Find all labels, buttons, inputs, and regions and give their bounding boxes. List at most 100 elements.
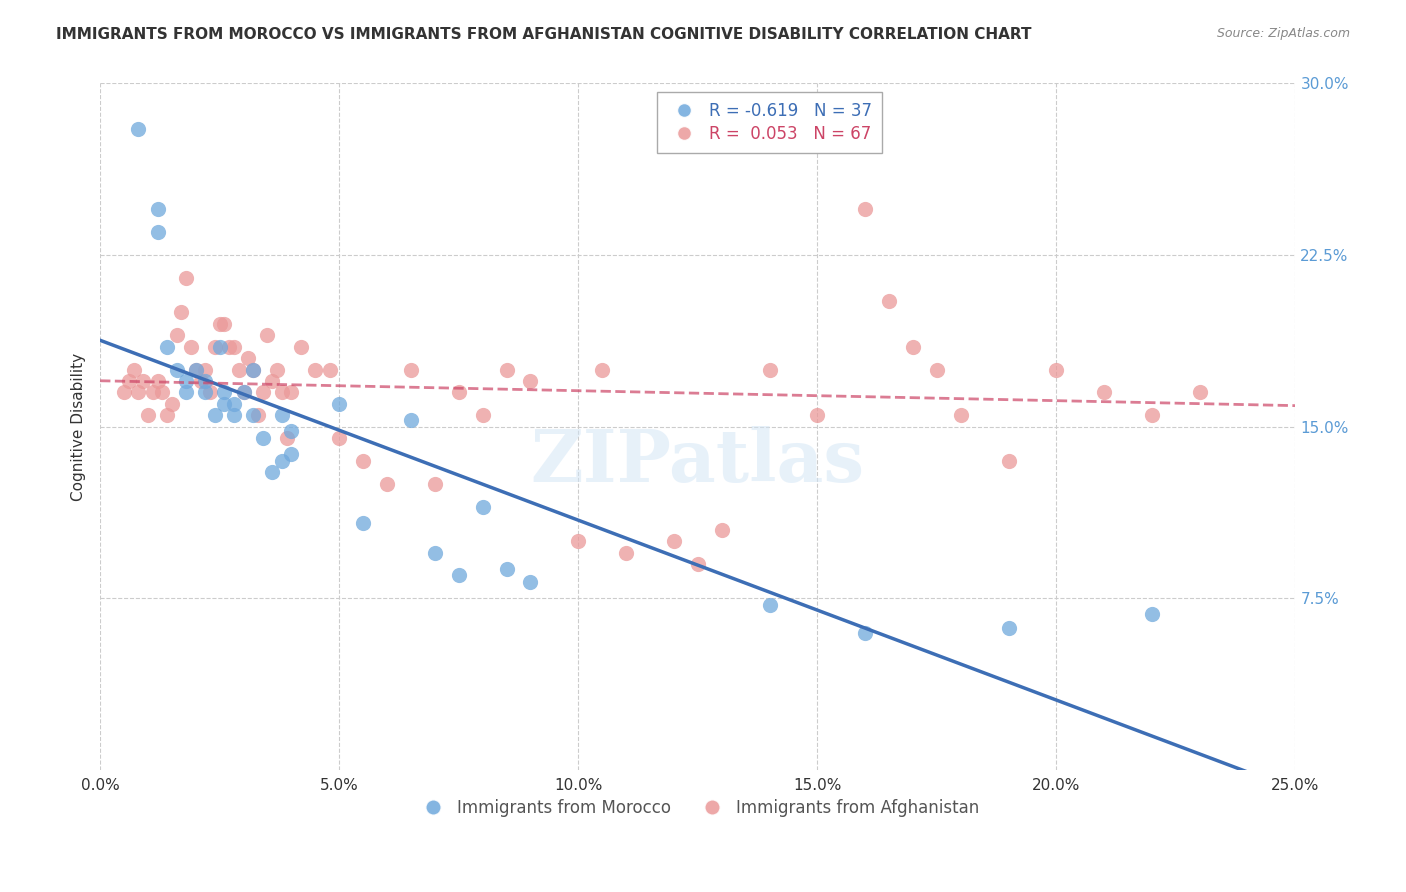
Point [222, 340, 245, 354]
Point [194, 374, 217, 388]
Point [242, 362, 264, 376]
Point [447, 568, 470, 582]
Text: ZIPatlas: ZIPatlas [530, 425, 865, 497]
Point [997, 621, 1019, 635]
Point [328, 397, 350, 411]
Point [184, 362, 207, 376]
Point [146, 225, 169, 239]
Point [132, 374, 155, 388]
Point [252, 431, 274, 445]
Point [949, 409, 972, 423]
Point [232, 385, 254, 400]
Legend: Immigrants from Morocco, Immigrants from Afghanistan: Immigrants from Morocco, Immigrants from… [411, 792, 986, 823]
Point [877, 293, 900, 308]
Point [166, 328, 188, 343]
Point [614, 545, 637, 559]
Point [591, 362, 613, 376]
Point [112, 385, 135, 400]
Point [127, 122, 149, 136]
Point [204, 340, 226, 354]
Point [146, 374, 169, 388]
Point [352, 516, 374, 530]
Point [180, 340, 202, 354]
Point [246, 409, 269, 423]
Point [270, 385, 292, 400]
Point [214, 385, 236, 400]
Point [262, 466, 284, 480]
Point [280, 425, 302, 439]
Point [156, 409, 179, 423]
Point [290, 340, 312, 354]
Point [399, 413, 422, 427]
Point [262, 374, 284, 388]
Point [252, 385, 274, 400]
Point [150, 385, 173, 400]
Point [423, 545, 446, 559]
Point [567, 534, 589, 549]
Point [318, 362, 340, 376]
Point [758, 599, 780, 613]
Point [710, 523, 733, 537]
Point [328, 431, 350, 445]
Point [423, 477, 446, 491]
Point [495, 561, 517, 575]
Y-axis label: Cognitive Disability: Cognitive Disability [72, 352, 86, 500]
Point [270, 454, 292, 468]
Point [853, 202, 876, 217]
Point [853, 625, 876, 640]
Point [925, 362, 948, 376]
Point [830, 134, 852, 148]
Point [270, 409, 292, 423]
Point [127, 385, 149, 400]
Point [662, 534, 685, 549]
Point [118, 374, 141, 388]
Point [122, 362, 145, 376]
Point [214, 397, 236, 411]
Point [194, 362, 217, 376]
Point [304, 362, 326, 376]
Point [208, 340, 231, 354]
Point [166, 362, 188, 376]
Point [204, 409, 226, 423]
Point [280, 385, 302, 400]
Point [375, 477, 398, 491]
Point [1140, 607, 1163, 622]
Point [218, 340, 240, 354]
Point [1045, 362, 1067, 376]
Point [519, 374, 541, 388]
Point [136, 409, 159, 423]
Point [901, 340, 924, 354]
Point [1140, 409, 1163, 423]
Point [266, 362, 288, 376]
Point [1092, 385, 1115, 400]
Point [276, 431, 298, 445]
Point [399, 362, 422, 376]
Point [280, 447, 302, 461]
Point [758, 362, 780, 376]
Point [184, 362, 207, 376]
Point [194, 385, 217, 400]
Text: IMMIGRANTS FROM MOROCCO VS IMMIGRANTS FROM AFGHANISTAN COGNITIVE DISABILITY CORR: IMMIGRANTS FROM MOROCCO VS IMMIGRANTS FR… [56, 27, 1032, 42]
Point [238, 351, 260, 365]
Point [156, 340, 179, 354]
Point [160, 397, 183, 411]
Point [190, 374, 212, 388]
Point [256, 328, 278, 343]
Point [208, 317, 231, 331]
Point [222, 397, 245, 411]
Point [198, 385, 221, 400]
Point [222, 409, 245, 423]
Point [174, 385, 197, 400]
Point [146, 202, 169, 217]
Point [242, 409, 264, 423]
Point [471, 409, 494, 423]
Point [174, 271, 197, 285]
Point [447, 385, 470, 400]
Point [214, 317, 236, 331]
Point [471, 500, 494, 514]
Point [228, 362, 250, 376]
Point [242, 362, 264, 376]
Point [495, 362, 517, 376]
Point [232, 385, 254, 400]
Point [519, 575, 541, 590]
